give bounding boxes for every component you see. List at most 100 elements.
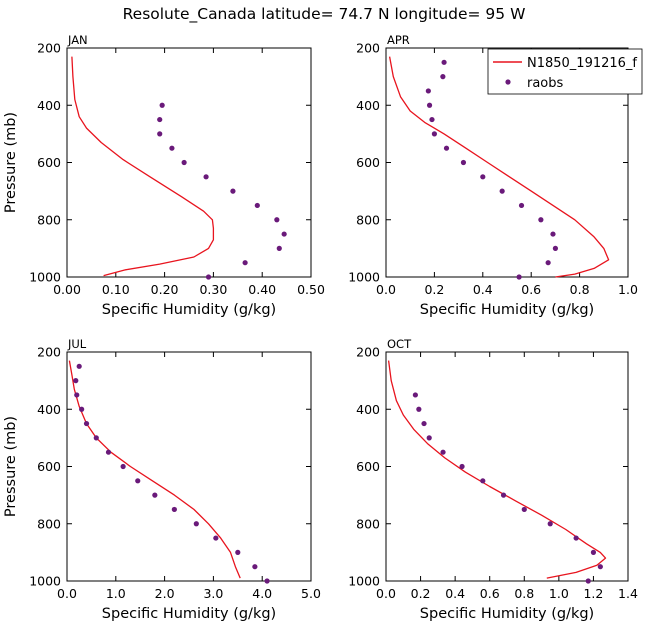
y-tick-label: 400	[356, 98, 380, 113]
y-tick-label: 800	[37, 212, 61, 227]
raobs-point	[157, 116, 163, 123]
y-tick-label: 400	[356, 402, 380, 417]
panel-month-label: JUL	[67, 337, 87, 351]
raobs-point	[181, 159, 187, 166]
x-tick-label: 1.4	[618, 586, 638, 601]
raobs-point	[230, 188, 236, 194]
x-tick-label: 1.0	[618, 282, 638, 297]
y-tick-label: 400	[37, 402, 61, 417]
raobs-point	[105, 449, 112, 455]
raobs-point	[74, 392, 80, 398]
raobs-point	[590, 549, 597, 555]
panel-jul: 0.0 1.0 2.0 3.0 4.0 5.0 200 400 600 800 1000 JUL Spe…	[3, 337, 321, 622]
plot-frame	[66, 47, 312, 278]
model-profile-line	[388, 56, 610, 278]
raobs-point	[550, 231, 556, 237]
model-profile-line	[68, 360, 241, 579]
raobs-point	[459, 463, 465, 470]
legend-obs-label: raobs	[527, 76, 564, 91]
panel-month-label: APR	[387, 33, 410, 47]
raobs-point	[516, 274, 522, 280]
raobs-point	[521, 506, 527, 513]
y-tick-label: 600	[37, 459, 61, 474]
y-tick-label: 200	[37, 41, 61, 56]
raobs-point	[547, 521, 553, 527]
raobs-point	[135, 478, 141, 484]
x-tick-label: 0.6	[480, 586, 500, 601]
y-axis-title: Pressure (mb)	[3, 416, 19, 517]
raobs-point	[254, 202, 260, 209]
x-tick-label: 1.2	[583, 586, 603, 601]
raobs-point	[252, 564, 258, 570]
legend-box	[487, 48, 643, 95]
y-tick-label: 1000	[29, 270, 61, 285]
raobs-point	[264, 578, 270, 584]
raobs-point	[585, 578, 591, 584]
y-tick-label: 600	[37, 155, 61, 170]
x-tick-label: 0.0	[57, 586, 77, 601]
y-tick-label: 800	[356, 516, 380, 531]
raobs-point	[460, 159, 467, 166]
raobs-point	[552, 245, 559, 251]
model-profile-line	[71, 56, 215, 277]
figure-title: Resolute_Canada latitude= 74.7 N longitu…	[123, 5, 526, 24]
panel-month-label: OCT	[387, 337, 412, 351]
x-tick-label: 0.8	[570, 282, 590, 297]
x-tick-label: 1.0	[106, 586, 126, 601]
raobs-point	[538, 217, 544, 223]
y-tick-label: 1000	[29, 574, 61, 589]
raobs-point	[242, 260, 248, 266]
y-tick-label: 800	[356, 212, 380, 227]
x-tick-label: 0.20	[151, 282, 179, 297]
raobs-point	[235, 549, 241, 555]
plot-frame	[66, 351, 312, 582]
x-tick-label: 2.0	[155, 586, 175, 601]
x-tick-label: 0.30	[199, 282, 227, 297]
raobs-point	[440, 449, 446, 455]
legend: N1850_191216_f raobs	[487, 48, 643, 95]
raobs-point	[213, 535, 219, 541]
raobs-point	[425, 88, 431, 94]
raobs-point	[443, 145, 450, 151]
y-tick-label: 800	[37, 516, 61, 531]
x-tick-label: 3.0	[203, 586, 223, 601]
raobs-point	[193, 521, 199, 527]
legend-obs-marker	[505, 79, 511, 85]
raobs-point	[416, 406, 422, 412]
panel-month-label: JAN	[67, 33, 88, 47]
x-tick-label: 1.0	[549, 586, 569, 601]
raobs-point	[205, 274, 212, 280]
raobs-point	[518, 202, 525, 209]
raobs-point	[499, 188, 505, 194]
raobs-point	[421, 420, 427, 427]
raobs-point	[76, 363, 82, 369]
raobs-point	[480, 174, 486, 180]
x-axis-title: Specific Humidity (g/kg)	[420, 302, 594, 318]
y-tick-label: 200	[37, 345, 61, 360]
raobs-point	[159, 102, 165, 108]
x-tick-label: 0.50	[297, 282, 325, 297]
x-tick-label: 0.6	[521, 282, 541, 297]
raobs-point	[73, 378, 79, 384]
legend-model-label: N1850_191216_f	[527, 56, 637, 71]
x-axis-title: Specific Humidity (g/kg)	[102, 606, 276, 622]
raobs-point	[573, 535, 579, 541]
raobs-point	[441, 59, 447, 65]
raobs-point	[429, 116, 435, 123]
y-tick-label: 1000	[348, 574, 380, 589]
x-tick-label: 4.0	[252, 586, 272, 601]
raobs-point	[169, 145, 175, 151]
y-tick-label: 200	[356, 41, 380, 56]
raobs-point	[545, 260, 551, 266]
x-axis-title: Specific Humidity (g/kg)	[102, 302, 276, 318]
panel-apr: 0.0 0.2 0.4 0.6 0.8 1.0 200 400 600 800 1000 APR Spe…	[348, 33, 638, 318]
y-tick-label: 600	[356, 155, 380, 170]
y-tick-label: 400	[37, 98, 61, 113]
x-tick-label: 0.2	[424, 282, 444, 297]
x-tick-label: 0.40	[248, 282, 276, 297]
panel-jan: 0.00 0.10 0.20 0.30 0.40 0.50 200 400 600 800 1000…	[3, 33, 325, 318]
x-tick-label: 0.00	[53, 282, 81, 297]
y-tick-label: 1000	[348, 270, 380, 285]
raobs-point	[120, 463, 126, 470]
